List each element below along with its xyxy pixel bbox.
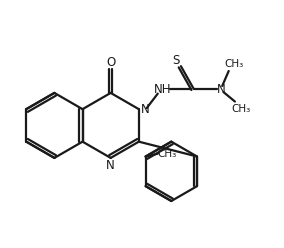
Text: NH: NH xyxy=(154,83,172,96)
Text: N: N xyxy=(106,159,115,172)
Text: N: N xyxy=(216,83,225,96)
Text: CH₃: CH₃ xyxy=(232,104,251,114)
Text: O: O xyxy=(106,56,115,69)
Text: CH₃: CH₃ xyxy=(157,149,176,159)
Text: CH₃: CH₃ xyxy=(224,59,243,69)
Text: S: S xyxy=(172,54,179,67)
Text: N: N xyxy=(141,103,149,116)
